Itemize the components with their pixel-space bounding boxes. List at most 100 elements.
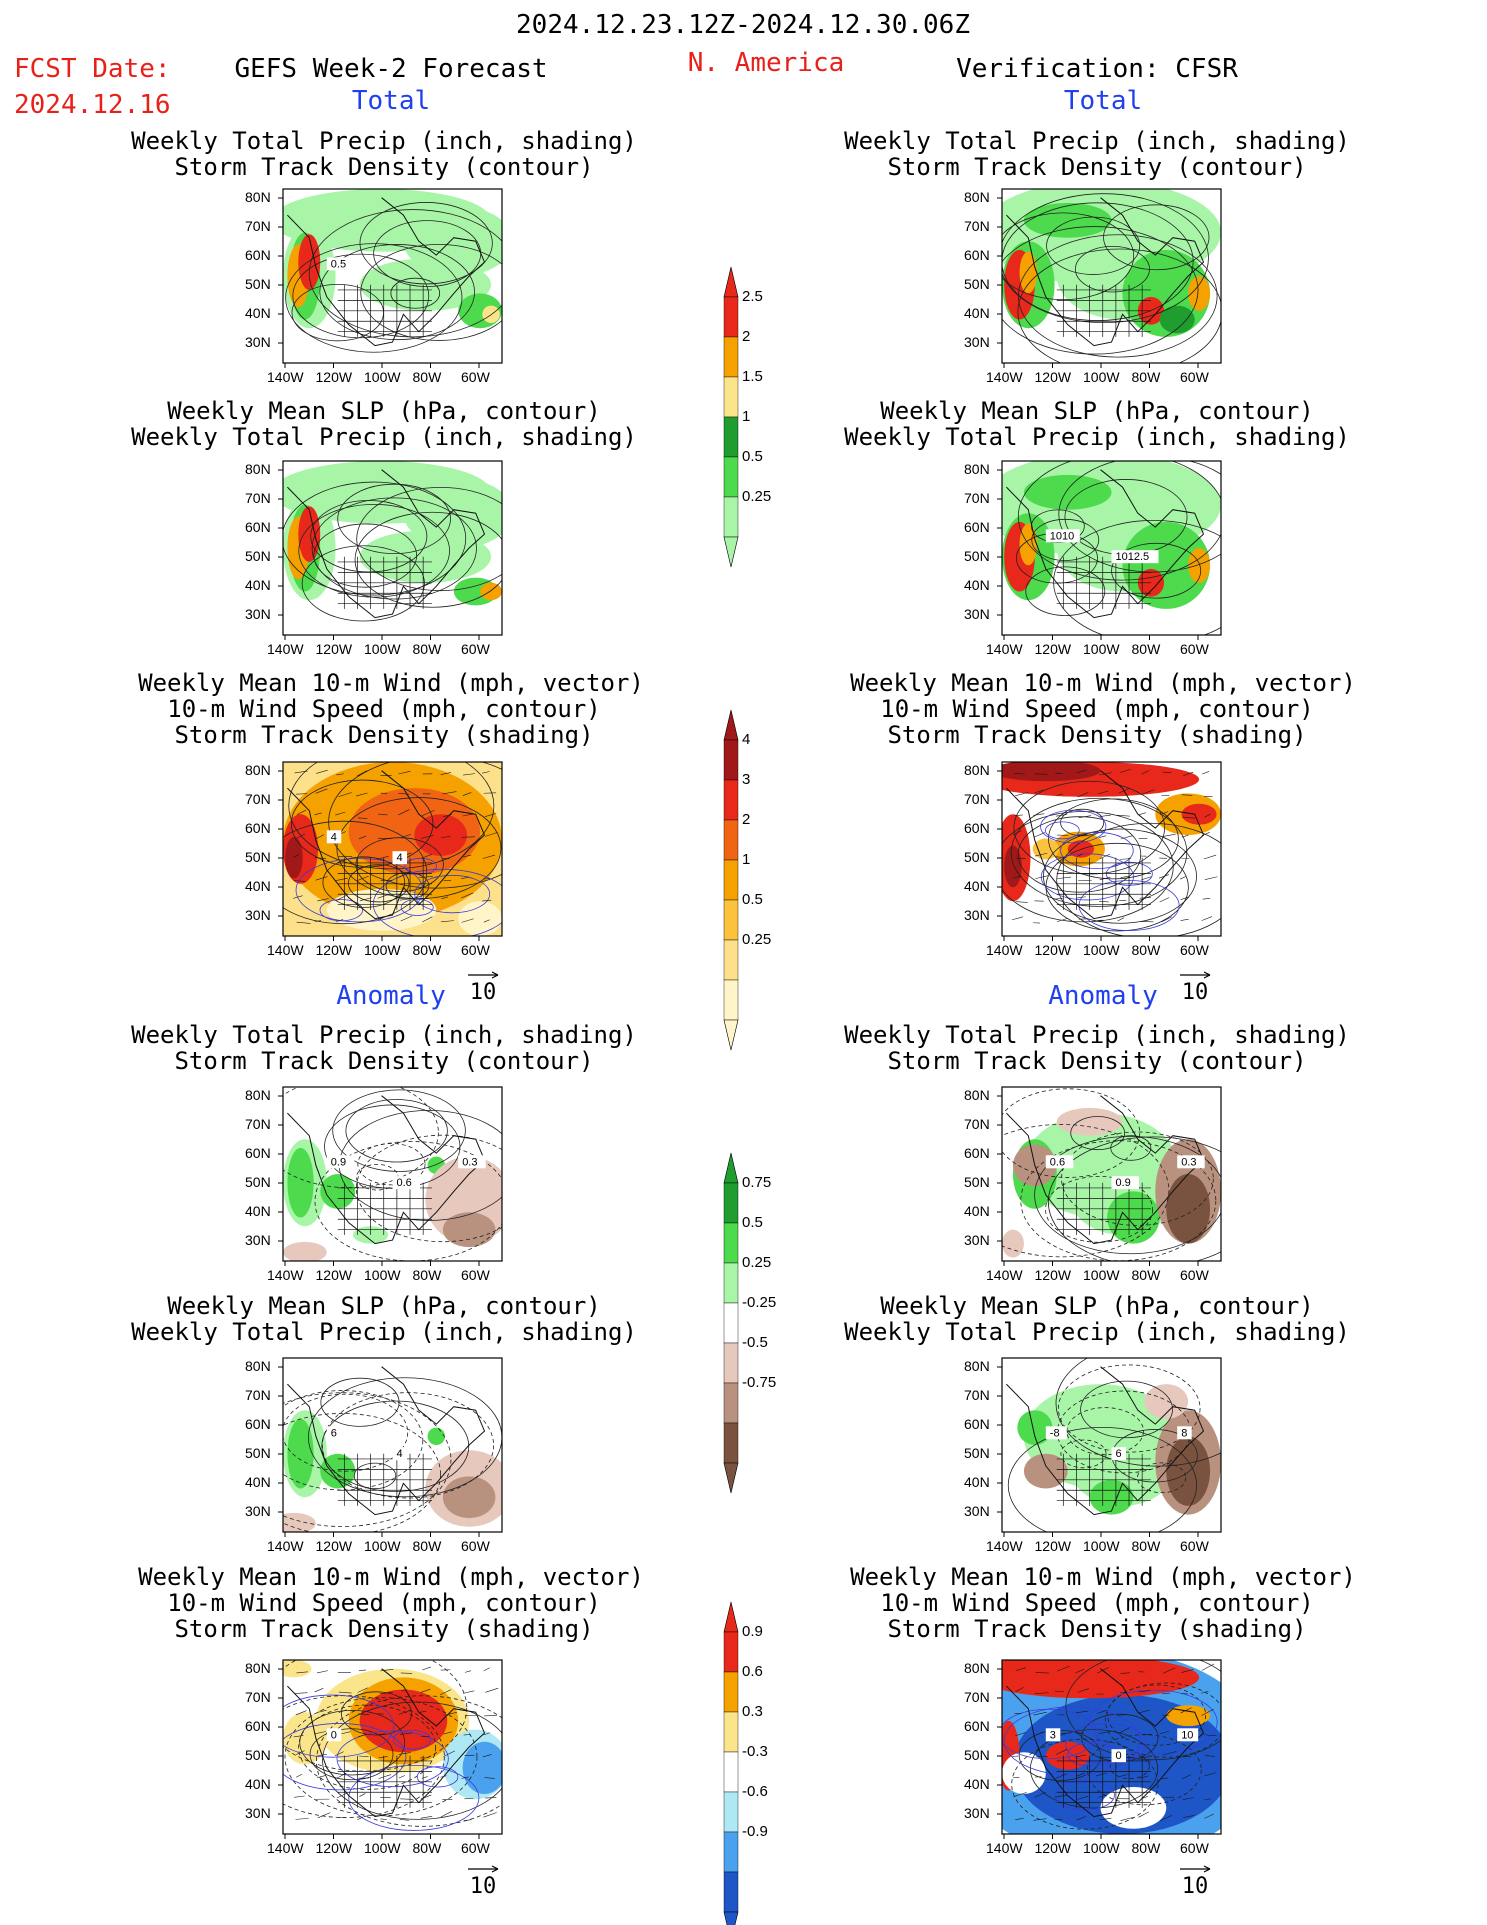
fa-wind-track-frame — [282, 1659, 503, 1835]
v-wind-track-vector — [1141, 789, 1155, 795]
f-vector-ref-label: 10 — [469, 980, 497, 1005]
va-wind-track-vector — [1034, 1791, 1046, 1798]
f-wind-track-shade-3 — [414, 814, 467, 856]
f-wind-track-lat-tick: 40N — [245, 878, 271, 894]
va-wind-track-vector — [1204, 1798, 1212, 1801]
fa-slp-precip-lon-tick: 120W — [315, 1538, 353, 1554]
precip-anom-label: 0.5 — [742, 1214, 763, 1231]
v-wind-track-shade-3 — [1004, 845, 1022, 888]
f-wind-track-lon-tick: 80W — [412, 942, 442, 958]
f-precip-track-lat-tick: 80N — [245, 189, 271, 205]
f-wind-track-lon-tick: 120W — [315, 942, 353, 958]
f-wind-track-vector — [484, 813, 497, 817]
f-wind-track-vector — [462, 773, 475, 776]
fa-wind-track-contour-8 — [316, 1695, 502, 1827]
v-wind-track-lon-tick: 140W — [986, 942, 1023, 958]
va-wind-track-contour-0 — [1104, 1682, 1221, 1758]
f-slp-precip-title-2: Weekly Total Precip (inch, shading) — [131, 423, 637, 451]
f-wind-track-frame — [282, 761, 503, 937]
f-slp-precip-contour-6 — [356, 486, 502, 592]
precip-anom-swatch-5 — [723, 1382, 739, 1424]
fa-wind-track-lat-tick: 50N — [245, 1747, 271, 1763]
fa-wind-track-vector — [399, 1732, 413, 1735]
va-wind-track-vector — [1076, 1732, 1084, 1734]
v-vector-ref-label: 10 — [1181, 980, 1209, 1005]
vector-ref-arrowhead-0 — [491, 971, 499, 979]
v-wind-track-vector — [1141, 770, 1150, 775]
fa-precip-track-lon-tick: 60W — [461, 1267, 490, 1283]
va-wind-track-vector — [1138, 1690, 1151, 1693]
v-slp-precip-lat-tick: 80N — [964, 461, 990, 477]
f-wind-track-vector — [335, 918, 344, 923]
v-precip-track-lat-tick: 50N — [964, 276, 990, 292]
fa-wind-track-vector — [464, 1754, 475, 1756]
v-wind-track-vector — [1012, 875, 1022, 879]
v-wind-track-vector — [1077, 879, 1092, 882]
v-slp-precip-lon-tick: 60W — [1180, 641, 1209, 657]
fa-wind-track-vector — [317, 1812, 331, 1819]
fa-wind-track-vector — [483, 1812, 497, 1818]
fa-precip-track-contour-7 — [324, 1104, 461, 1189]
fa-wind-track-speed-contour-2 — [336, 1730, 449, 1788]
va-precip-track-label-bg-2 — [1177, 1155, 1205, 1169]
v-wind-track-vector — [1180, 876, 1186, 880]
v-wind-track-vector — [1120, 835, 1133, 840]
fa-wind-track-vector — [379, 1692, 393, 1694]
fa-wind-track-field: 0 — [283, 1660, 502, 1834]
f-wind-track-vector — [359, 897, 372, 902]
v-slp-precip-lon-tick: 80W — [1131, 641, 1161, 657]
fa-wind-track-vector — [400, 1689, 408, 1692]
f-wind-track-coastline — [287, 770, 486, 920]
va-wind-track-vector — [1055, 1749, 1068, 1755]
va-wind-track-vector — [1034, 1692, 1049, 1694]
v-wind-title-3: Storm Track Density (shading) — [887, 721, 1307, 749]
fa-precip-track-field: 0.9 0.6 0.3 — [283, 1087, 502, 1261]
fa-wind-track-speed-contour-4 — [283, 1723, 407, 1791]
v-wind-track-state-borders — [1056, 857, 1151, 910]
fa-wind-track-vector — [336, 1792, 347, 1799]
va-wind-track-vector — [1140, 1796, 1148, 1800]
va-wind-track-state-borders — [1056, 1755, 1151, 1808]
va-wind-track-vector — [1015, 1817, 1024, 1821]
fa-slp-precip-contour-8 — [283, 1413, 441, 1532]
fa-precip-track-lat-tick: 50N — [245, 1174, 271, 1190]
track-anom-swatch-2 — [723, 1711, 739, 1753]
fa-slp-precip-contour-5 — [320, 1377, 400, 1427]
f-wind-track-shade-6 — [326, 889, 437, 931]
v-wind-track-vector — [1118, 788, 1130, 794]
f-wind-track-vector — [399, 898, 410, 901]
v-wind-track-vector — [1180, 918, 1189, 921]
v-slp-precip-contour-label-1: 1012.5 — [1116, 551, 1150, 563]
f-wind-track-vector — [315, 834, 324, 840]
v-wind-track-vector — [1034, 852, 1048, 857]
va-precip-track-lon-tick: 120W — [1034, 1267, 1072, 1283]
precip-total-swatch-2 — [723, 376, 739, 418]
f-wind-track-vector — [482, 771, 490, 774]
f-wind-track-vector — [294, 770, 308, 774]
va-wind-track-vector — [1201, 1691, 1209, 1694]
va-precip-track-frame — [1001, 1086, 1222, 1262]
v-wind-track-vector — [1011, 916, 1023, 921]
va-wind-track-vector — [1139, 1775, 1149, 1779]
v-precip-track-contour-3 — [1002, 193, 1209, 324]
va-wind-track-vector — [1204, 1772, 1217, 1777]
f-wind-track-vector — [443, 814, 452, 817]
right-total-label: Total — [1063, 86, 1143, 116]
va-slp-precip-lat-tick: 60N — [964, 1416, 990, 1432]
v-wind-track-vector — [1056, 793, 1063, 797]
track-total-label: 0.5 — [742, 891, 763, 908]
va-precip-track-coastline — [1006, 1095, 1205, 1245]
f-slp-precip-lon-tick: 140W — [267, 641, 304, 657]
fa-slp-precip-contour-label-0: 6 — [331, 1427, 337, 1439]
fa-wind-track-vector — [484, 1715, 497, 1717]
f-wind-track-lon-tick: 100W — [364, 942, 401, 958]
va-wind-track-vector — [1075, 1710, 1089, 1714]
va-precip-track-contour-7 — [1047, 1136, 1221, 1261]
va-wind-track-vector — [1076, 1754, 1087, 1758]
f-wind-track-vector — [293, 895, 303, 899]
f-wind-title-1: Weekly Mean 10-m Wind (mph, vector) — [138, 669, 644, 697]
fa-precip-track-shade-7 — [353, 1226, 389, 1244]
f-slp-precip-lon-tick: 80W — [412, 641, 442, 657]
fa-wind-track-vector — [336, 1772, 347, 1779]
va-wind-track-lat-tick: 30N — [964, 1805, 990, 1821]
